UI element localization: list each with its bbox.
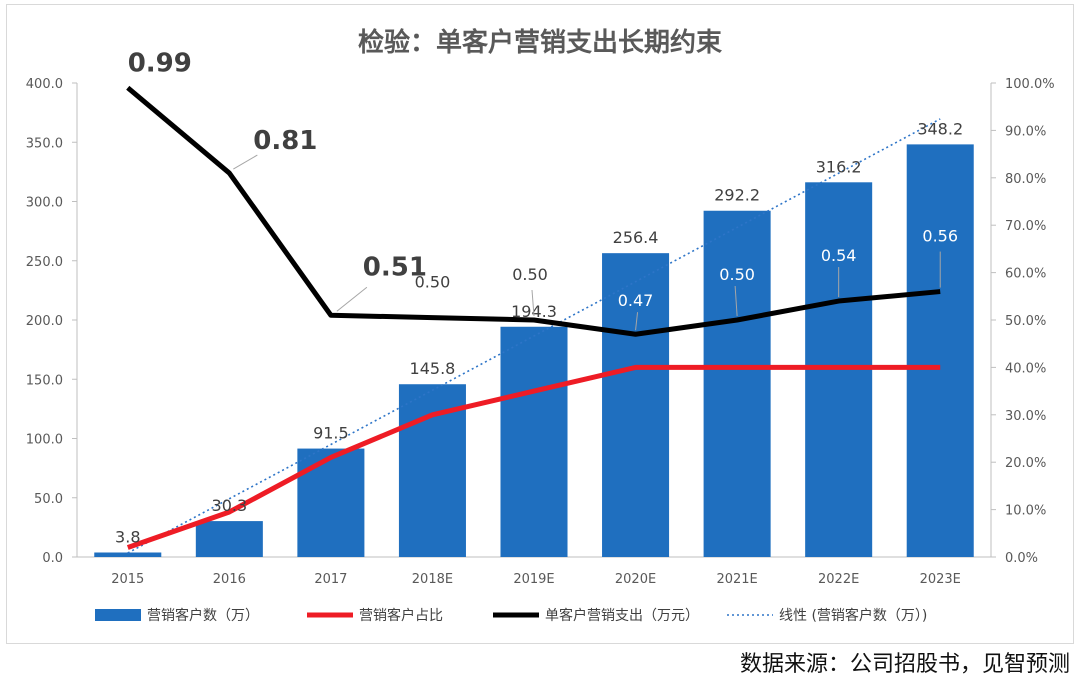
bar xyxy=(703,210,771,558)
bar-value-label: 348.2 xyxy=(917,119,963,138)
bar-value-label: 292.2 xyxy=(714,186,760,205)
bar xyxy=(906,144,974,557)
left-tick-label: 0.0 xyxy=(42,551,63,566)
x-tick-label: 2015 xyxy=(111,572,144,587)
right-tick-label: 40.0% xyxy=(1005,361,1046,376)
bar xyxy=(195,521,263,557)
bar xyxy=(297,448,365,557)
right-tick-label: 10.0% xyxy=(1005,504,1046,519)
left-tick-label: 300.0 xyxy=(26,196,63,211)
spend-label-leader xyxy=(635,312,639,331)
legend-swatch xyxy=(95,609,141,621)
left-tick-label: 250.0 xyxy=(26,255,63,270)
left-tick-label: 400.0 xyxy=(26,77,63,92)
chart-frame: 检验：单客户营销支出长期约束 0.0 50.0 100.0 150.0 200.0 250.… xyxy=(6,4,1074,644)
right-tick-label: 50.0% xyxy=(1005,314,1046,329)
spend-value-label: 0.47 xyxy=(618,291,654,310)
x-tick-label: 2022E xyxy=(818,572,859,587)
spend-value-label: 0.81 xyxy=(253,126,317,156)
bar-value-label: 3.8 xyxy=(115,527,140,546)
bar-value-label: 256.4 xyxy=(613,228,659,247)
x-tick-label: 2021E xyxy=(716,572,757,587)
bar-value-label: 91.5 xyxy=(313,424,349,443)
chart-title: 检验：单客户营销支出长期约束 xyxy=(358,27,723,58)
chart-svg: 检验：单客户营销支出长期约束 0.0 50.0 100.0 150.0 200.0 250.… xyxy=(26,27,1055,624)
bar-value-label: 145.8 xyxy=(410,359,456,378)
bar xyxy=(500,326,568,557)
spend-value-label: 0.50 xyxy=(719,265,755,284)
legend-label: 线性 (营销客户数（万）) xyxy=(779,607,927,624)
legend-label: 营销客户占比 xyxy=(359,607,443,624)
spend-value-label: 0.51 xyxy=(363,252,427,282)
left-tick-label: 50.0 xyxy=(34,492,63,507)
source-note: 数据来源：公司招股书，见智预测 xyxy=(739,652,1070,677)
spend-label-leader xyxy=(531,289,535,317)
right-tick-label: 30.0% xyxy=(1005,409,1046,424)
left-tick-label: 200.0 xyxy=(26,314,63,329)
share-line xyxy=(126,364,941,550)
right-tick-label: 100.0% xyxy=(1005,77,1055,92)
right-tick-label: 70.0% xyxy=(1005,219,1046,234)
spend-value-label: 0.50 xyxy=(512,265,548,284)
bar xyxy=(602,253,670,557)
spend-label-leader xyxy=(233,154,258,170)
left-tick-label: 350.0 xyxy=(26,136,63,151)
spend-label-leader xyxy=(734,285,738,317)
spend-line xyxy=(126,85,941,337)
legend-label: 营销客户数（万） xyxy=(147,607,259,624)
spend-value-label: 0.50 xyxy=(415,273,451,292)
x-tick-label: 2019E xyxy=(513,572,554,587)
bar-value-label: 30.3 xyxy=(212,496,248,515)
right-tick-label: 60.0% xyxy=(1005,267,1046,282)
bar xyxy=(94,552,162,557)
x-tick-label: 2018E xyxy=(412,572,453,587)
legend-label: 单客户营销支出（万元） xyxy=(545,607,699,624)
right-tick-label: 20.0% xyxy=(1005,456,1046,471)
left-tick-label: 100.0 xyxy=(26,433,63,448)
right-tick-label: 90.0% xyxy=(1005,124,1046,139)
left-tick-label: 150.0 xyxy=(26,373,63,388)
spend-value-label: 0.54 xyxy=(821,246,857,265)
right-tick-label: 80.0% xyxy=(1005,172,1046,187)
x-tick-label: 2020E xyxy=(615,572,656,587)
spend-value-label: 0.56 xyxy=(922,227,958,246)
x-tick-label: 2017 xyxy=(314,572,347,587)
bar-value-label: 316.2 xyxy=(816,157,862,176)
right-tick-label: 0.0% xyxy=(1005,551,1038,566)
trendline xyxy=(127,118,941,554)
spend-label-leader xyxy=(336,286,368,312)
x-tick-label: 2016 xyxy=(213,572,246,587)
x-tick-label: 2023E xyxy=(920,572,961,587)
spend-value-label: 0.99 xyxy=(128,49,192,79)
